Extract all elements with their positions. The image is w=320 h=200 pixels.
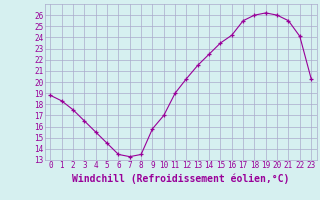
X-axis label: Windchill (Refroidissement éolien,°C): Windchill (Refroidissement éolien,°C) xyxy=(72,173,290,184)
